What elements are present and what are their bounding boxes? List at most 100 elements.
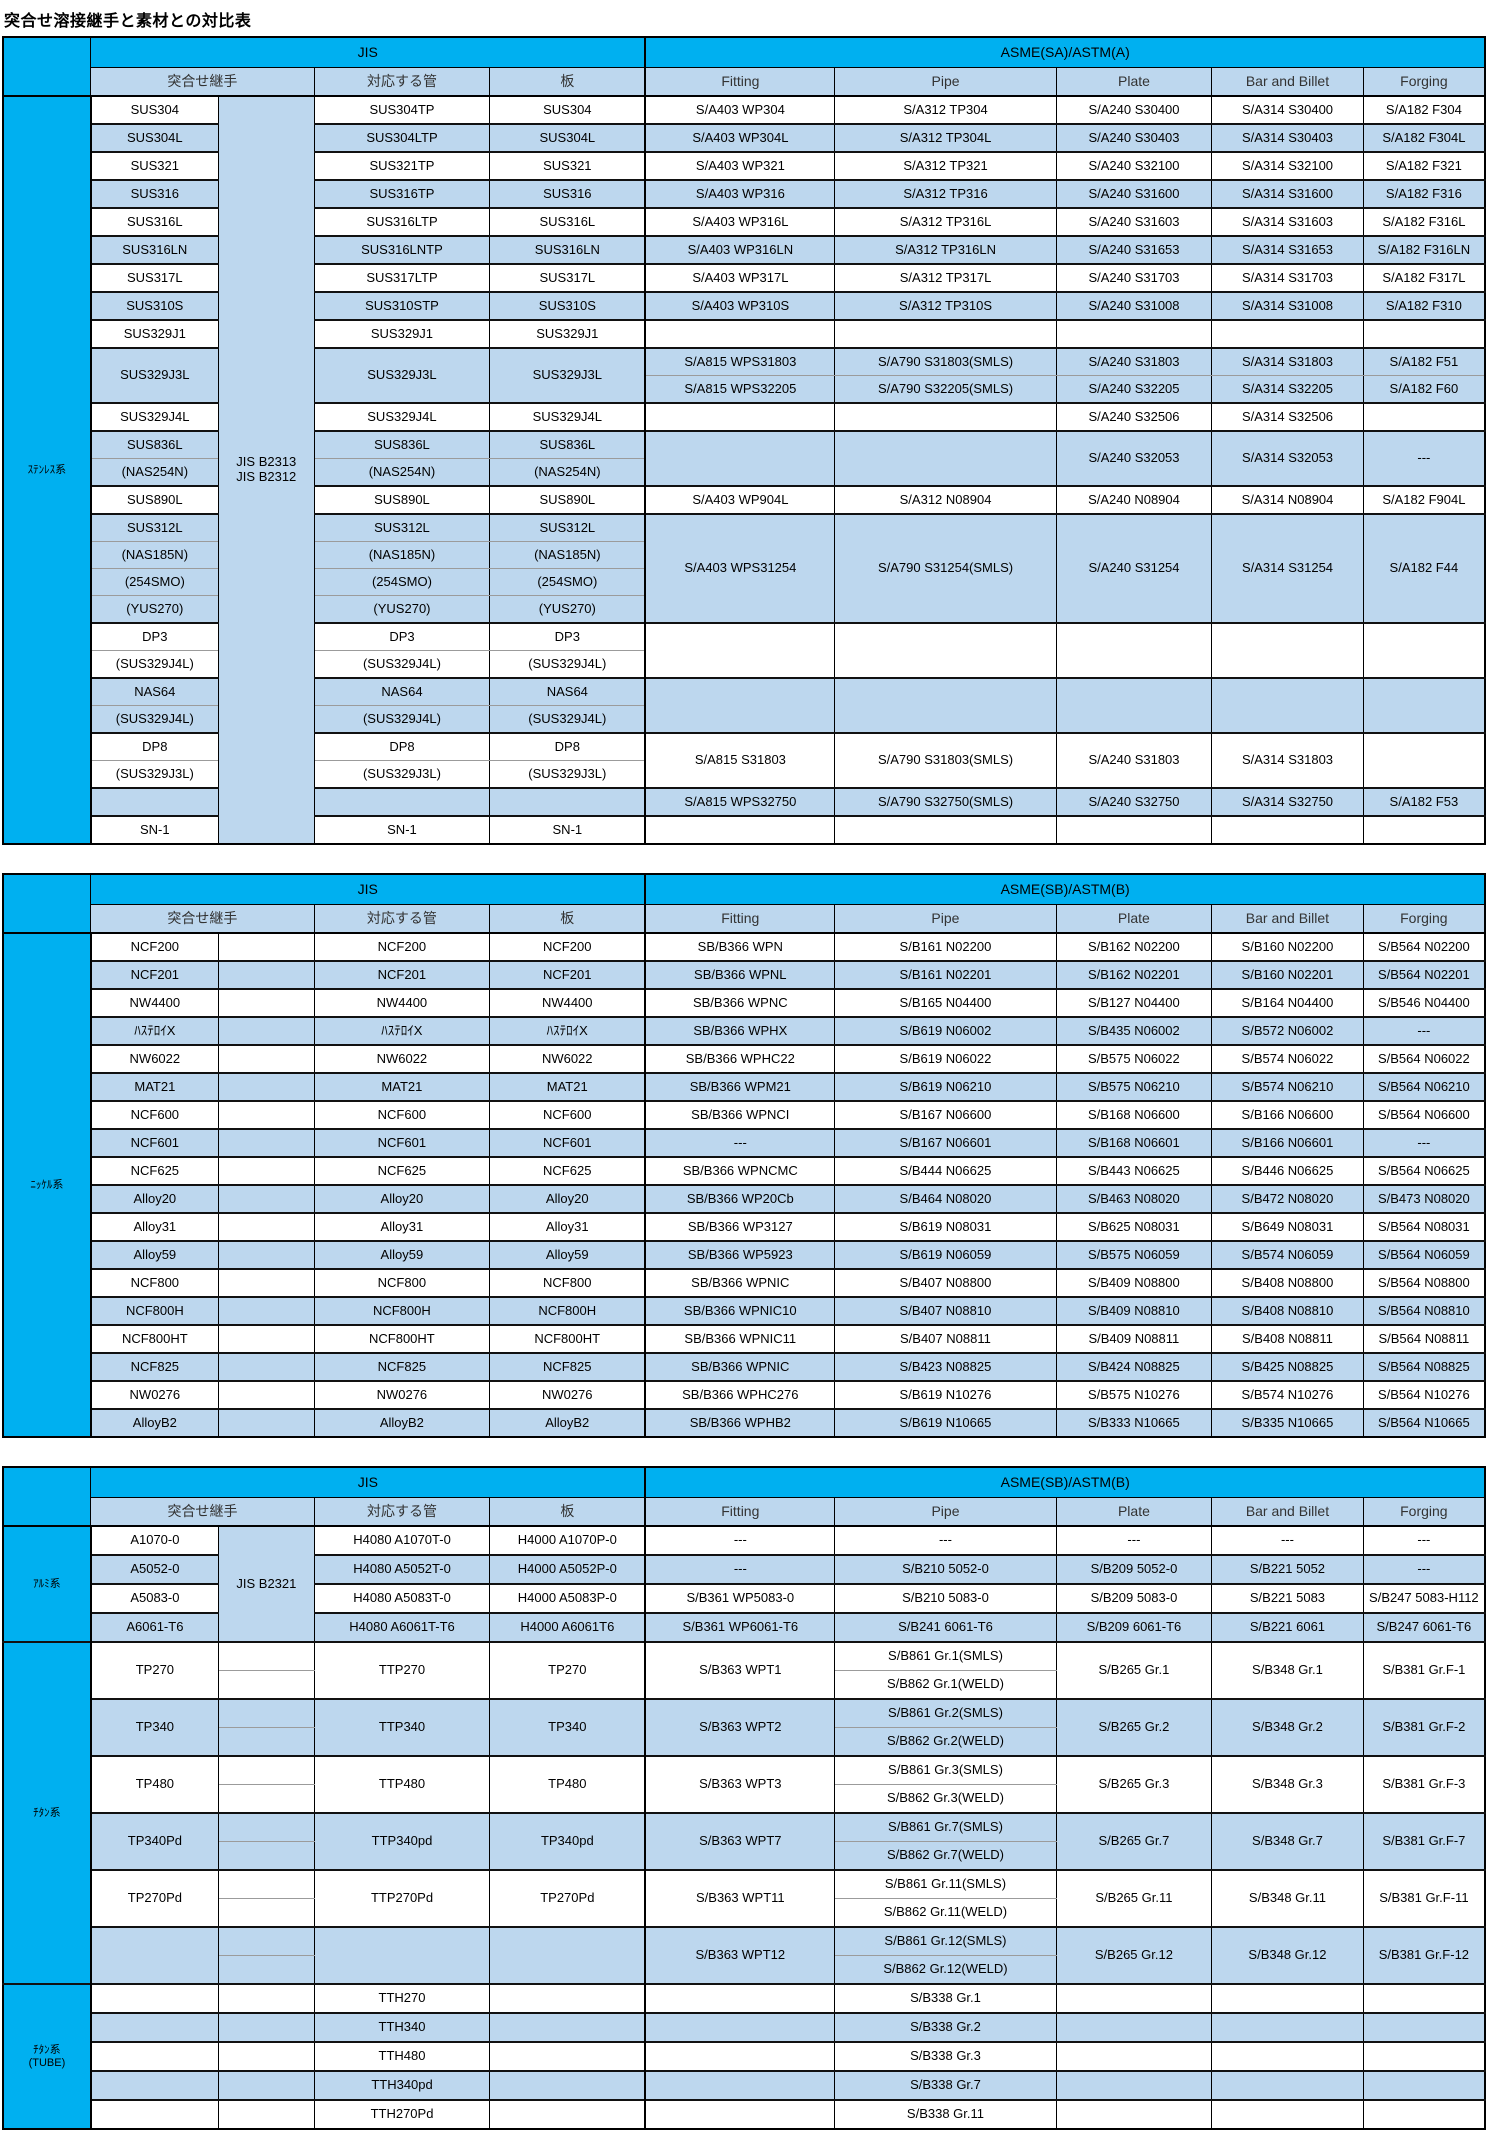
table-cell: Alloy20 <box>313 1184 491 1214</box>
table-cell: NCF825 <box>489 1352 646 1382</box>
table-cell: S/B861 Gr.7(SMLS) <box>834 1812 1057 1842</box>
column-header: 突合せ継手 <box>90 904 315 934</box>
table-cell: S/B381 Gr.F-3 <box>1362 1755 1486 1814</box>
table-cell: S/B209 6061-T6 <box>1055 1612 1213 1643</box>
table-cell <box>89 2099 219 2130</box>
table-cell: (NAS254N) <box>89 458 219 487</box>
table-cell: S/B160 N02200 <box>1211 932 1364 962</box>
table-cell: NCF800H <box>489 1296 646 1326</box>
table-cell <box>489 2012 646 2043</box>
table-cell: S/B619 N06002 <box>834 1016 1057 1046</box>
table-cell: S/A312 TP316L <box>834 207 1057 237</box>
table-row: SUS312L SUS312L SUS312L S/A403 WPS31254 S/A7… <box>3 513 1486 624</box>
table-cell: S/B574 N06059 <box>1211 1240 1364 1270</box>
table-cell: S/A403 WP304 <box>644 95 836 125</box>
table-row: TP270Pd TTP270Pd TP270Pd S/B363 WPT11 S/B861… <box>3 1869 1486 1928</box>
table-cell: SB/B366 WPNIC <box>644 1352 836 1382</box>
table-row: SUS329J3L SUS329J3L SUS329J3L S/A815 WPS318… <box>3 347 1486 404</box>
stainless-table: JIS ASME(SA)/ASTM(A) 突合せ継手 対応する管板 Fitting Pip… <box>2 36 1486 845</box>
table-cell: SUS329J3L <box>313 347 491 404</box>
table-cell: S/B574 N06022 <box>1211 1044 1364 1074</box>
table-cell: SB/B366 WPNCI <box>644 1100 836 1130</box>
table-cell <box>1211 2099 1364 2130</box>
table-cell <box>89 2012 219 2043</box>
table-cell: S/B463 N08020 <box>1055 1184 1213 1214</box>
table-cell: S/B862 Gr.2(WELD) <box>834 1727 1057 1757</box>
table-cell: S/A314 S31803 <box>1211 732 1364 789</box>
table-cell: S/A312 TP316 <box>834 179 1057 209</box>
table-cell: S/B265 Gr.7 <box>1055 1812 1213 1871</box>
table-cell: S/B424 N08825 <box>1055 1352 1213 1382</box>
table-cell: TP270Pd <box>89 1869 219 1928</box>
table-row: S/B862 Gr.11(WELD) <box>3 1898 1485 1928</box>
column-header: Pipe <box>834 1497 1057 1527</box>
table-cell: S/B861 Gr.12(SMLS) <box>834 1926 1057 1956</box>
table-cell: S/B166 N06600 <box>1211 1100 1364 1130</box>
nickel-table: JIS ASME(SB)/ASTM(B) 突合せ継手 対応する管板 Fitting Pip… <box>2 873 1486 1438</box>
table-cell: SB/B366 WPNIC11 <box>644 1324 836 1354</box>
table-row: S/B862 Gr.1(WELD) <box>3 1670 1485 1700</box>
table-cell: H4000 A1070P-0 <box>489 1525 646 1556</box>
table-cell: S/B472 N08020 <box>1211 1184 1364 1214</box>
table-cell <box>217 1380 315 1410</box>
table-cell: S/B861 Gr.3(SMLS) <box>834 1755 1057 1785</box>
table-cell: S/A790 S31803(SMLS) <box>834 347 1057 376</box>
table-cell: S/B861 Gr.11(SMLS) <box>834 1869 1057 1899</box>
table-row: NW0276 NW0276 NW0276 SB/B366 WPHC276 S/B619 … <box>3 1380 1486 1410</box>
table-row: NCF625 NCF625 NCF625 SB/B366 WPNCMC S/B444 N… <box>3 1156 1486 1186</box>
table-cell: S/A182 F60 <box>1362 375 1486 404</box>
table-cell <box>218 1727 315 1757</box>
table-cell: S/B338 Gr.2 <box>834 2012 1057 2043</box>
table-row: SUS316 SUS316TP SUS316 S/A403 WP316 S/A312 T… <box>3 179 1486 209</box>
table-cell <box>1055 2012 1213 2043</box>
table-cell: SUS836L <box>313 430 491 459</box>
table-cell: S/B564 N06210 <box>1362 1072 1486 1102</box>
table-cell: (SUS329J3L) <box>313 760 491 789</box>
table-cell: NCF200 <box>89 932 219 962</box>
table-cell: (SUS329J4L) <box>489 705 646 734</box>
table-cell <box>644 622 836 679</box>
table-cell: H4000 A6061T6 <box>489 1612 646 1643</box>
table-cell: TTH270Pd <box>313 2099 491 2130</box>
table-cell: S/B161 N02201 <box>834 960 1057 990</box>
table-cell: S/B625 N08031 <box>1055 1212 1213 1242</box>
table-cell <box>217 1100 315 1130</box>
table-cell: S/B166 N06601 <box>1211 1128 1364 1158</box>
table-cell: S/A403 WP316L <box>644 207 836 237</box>
table-cell: H4080 A1070T-0 <box>313 1525 491 1556</box>
table-cell <box>489 2070 646 2101</box>
table-cell: S/B265 Gr.12 <box>1055 1926 1213 1985</box>
table-cell: --- <box>1211 1525 1364 1556</box>
jis-standard-note: JIS B2313 JIS B2312 <box>217 95 315 845</box>
asme-group-header: ASME(SB)/ASTM(B) <box>644 873 1486 905</box>
table-cell <box>644 430 836 487</box>
table-cell: NW6022 <box>313 1044 491 1074</box>
table-cell: --- <box>1362 430 1486 487</box>
table-row: S/A815 WPS32205 S/A790 S32205(SMLS) S/A240… <box>3 375 1486 404</box>
table-cell: NCF600 <box>313 1100 491 1130</box>
table-row: AlloyB2 AlloyB2 AlloyB2 SB/B366 WPHB2 S/B619… <box>3 1408 1486 1438</box>
table-cell: H4080 A6061T-T6 <box>313 1612 491 1643</box>
table-cell <box>89 2070 219 2101</box>
table-cell: S/A790 S31254(SMLS) <box>834 513 1057 624</box>
table-cell <box>1055 2070 1213 2101</box>
table-cell: S/A314 S30400 <box>1211 95 1364 125</box>
table-row: (254SMO) (254SMO) (254SMO) <box>3 568 1485 596</box>
corner-cell <box>2 873 92 934</box>
table-row: Alloy20 Alloy20 Alloy20 SB/B366 WP20Cb S/B46… <box>3 1184 1486 1214</box>
table-cell: Alloy20 <box>89 1184 219 1214</box>
table-cell: S/B127 N04400 <box>1055 988 1213 1018</box>
corner-cell <box>2 36 92 97</box>
table-cell: TTP340pd <box>313 1812 491 1871</box>
table-cell <box>834 402 1057 432</box>
table-cell: NCF800HT <box>489 1324 646 1354</box>
table-row: NCF800H NCF800H NCF800H SB/B366 WPNIC10 S/B4… <box>3 1296 1486 1326</box>
table-cell <box>218 1926 315 1956</box>
table-cell: SUS316LTP <box>313 207 491 237</box>
table-cell <box>644 319 836 349</box>
table-cell: S/B546 N04400 <box>1362 988 1486 1018</box>
table-cell: S/B564 N02201 <box>1362 960 1486 990</box>
table-cell <box>1362 815 1486 845</box>
table-cell: NCF600 <box>89 1100 219 1130</box>
table-cell: (254SMO) <box>489 568 646 596</box>
